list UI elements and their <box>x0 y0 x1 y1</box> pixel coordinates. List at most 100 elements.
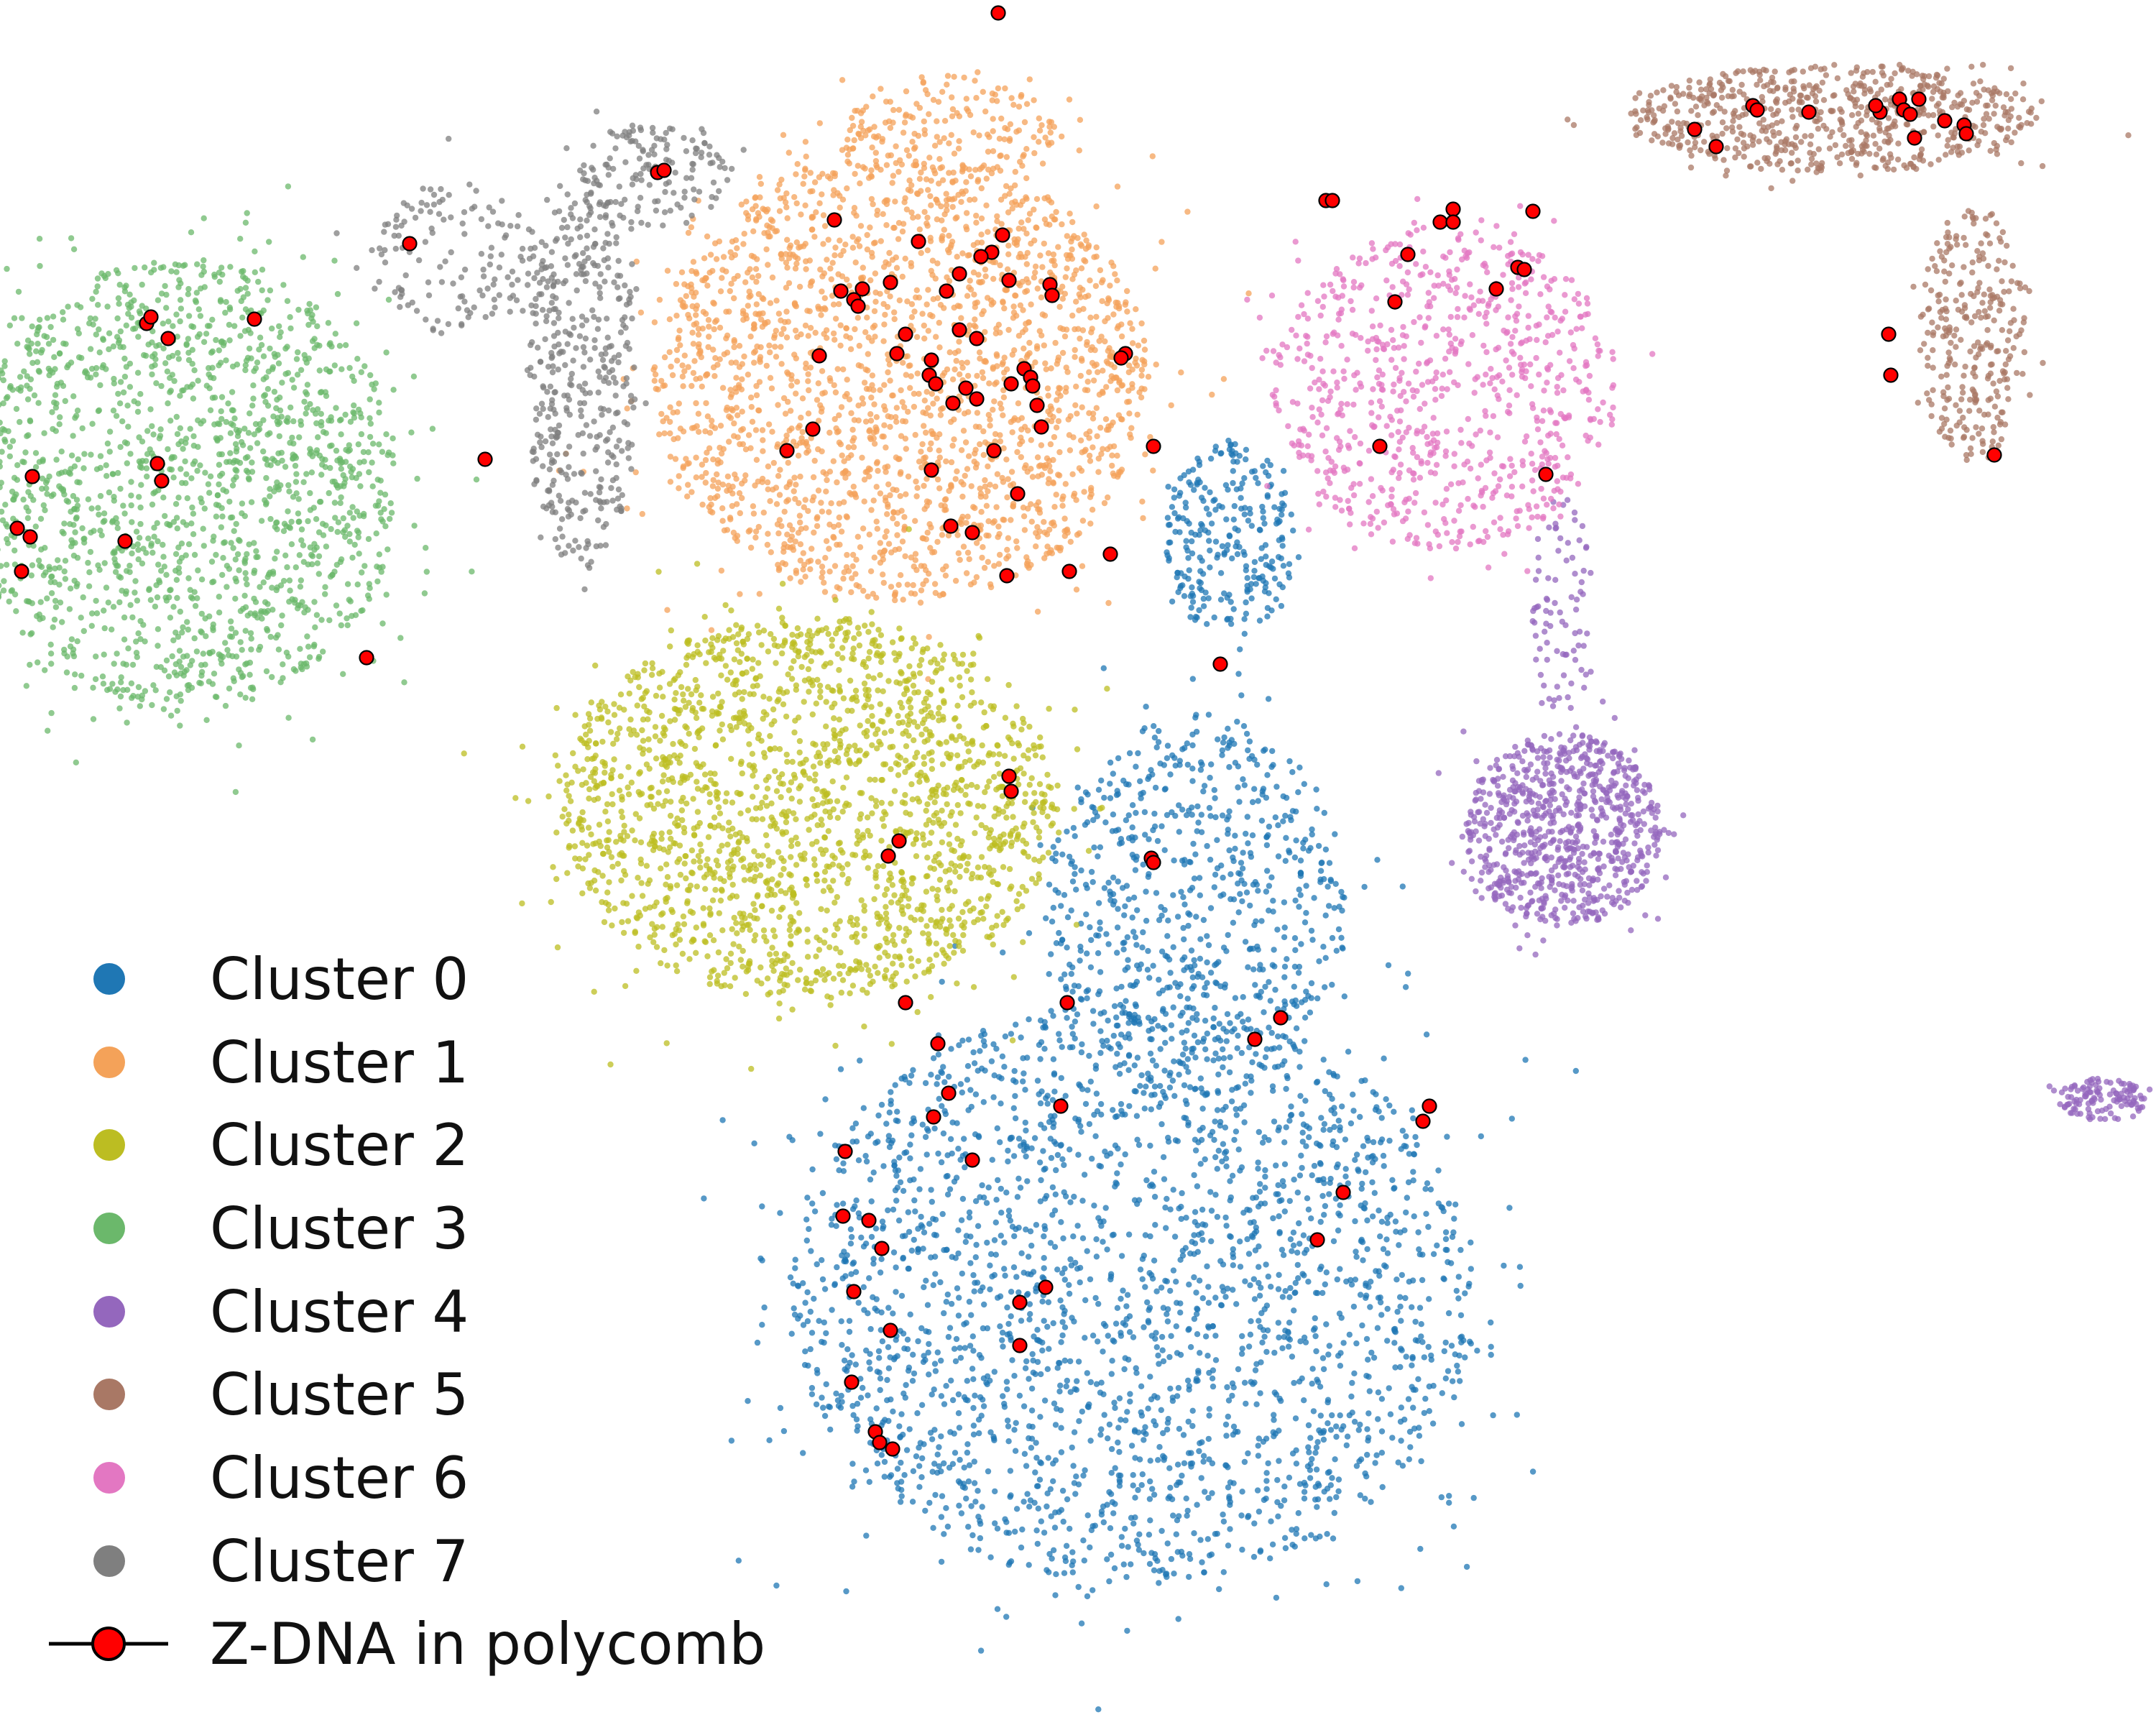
cluster-0-point <box>1321 1212 1327 1218</box>
cluster-0-point <box>1002 1272 1008 1279</box>
cluster-1-point <box>1023 261 1031 267</box>
cluster-0-point <box>1138 1482 1145 1489</box>
cluster-0-point <box>1168 1555 1175 1563</box>
cluster-1-point <box>829 293 836 299</box>
cluster-0-point <box>1256 1508 1263 1515</box>
cluster-0-point <box>1235 1084 1242 1090</box>
cluster-0-point <box>1007 1218 1014 1224</box>
cluster-0-point <box>1069 1024 1075 1030</box>
cluster-0-point <box>1227 871 1234 878</box>
cluster-0-point <box>848 1233 855 1241</box>
cluster-0-point <box>1488 1351 1494 1358</box>
cluster-0-point <box>1317 1412 1325 1419</box>
cluster-1-point <box>921 165 928 171</box>
cluster-0-point <box>1220 1518 1227 1525</box>
cluster-0-point <box>1488 1343 1494 1351</box>
cluster-0-point <box>1189 590 1196 597</box>
cluster-1-point <box>1105 426 1112 433</box>
cluster-1-point <box>695 331 702 338</box>
cluster-0-point <box>1186 807 1192 814</box>
cluster-0-point <box>1238 692 1245 699</box>
cluster-0-point <box>867 1176 874 1183</box>
cluster-1-point <box>851 205 858 211</box>
cluster-0-point <box>1052 1592 1059 1598</box>
cluster-0-point <box>1312 1450 1319 1456</box>
cluster-0-point <box>1208 1238 1215 1245</box>
cluster-0-point <box>1189 1460 1196 1467</box>
cluster-1-point <box>1023 462 1029 469</box>
cluster-1-point <box>731 344 737 351</box>
cluster-0-point <box>1299 1164 1305 1172</box>
cluster-0-point <box>1070 1233 1077 1240</box>
cluster-1-point <box>943 458 949 465</box>
cluster-0-point <box>1395 1459 1401 1466</box>
cluster-0-point <box>1490 1412 1496 1419</box>
cluster-1-point <box>757 180 765 187</box>
cluster-1-point <box>936 344 943 351</box>
cluster-0-point <box>1156 1444 1163 1450</box>
cluster-0-point <box>894 1480 900 1486</box>
cluster-0-point <box>1283 1085 1289 1092</box>
cluster-1-point <box>786 522 793 528</box>
cluster-0-point <box>1089 804 1095 811</box>
cluster-1-point <box>972 167 979 173</box>
cluster-0-point <box>1118 1534 1125 1540</box>
cluster-0-point <box>1353 1254 1360 1260</box>
cluster-0-point <box>1377 1294 1383 1301</box>
cluster-1-point <box>911 308 918 315</box>
cluster-0-point <box>1265 1460 1271 1467</box>
cluster-1-point <box>857 223 865 229</box>
cluster-0-point <box>1340 945 1346 952</box>
cluster-0-point <box>1115 1439 1121 1446</box>
cluster-0-point <box>1308 1532 1314 1538</box>
cluster-1-point <box>836 514 843 521</box>
cluster-0-point <box>873 1296 880 1302</box>
cluster-0-point <box>1151 734 1158 741</box>
cluster-0-point <box>1184 1512 1190 1519</box>
cluster-1-point <box>651 377 658 384</box>
cluster-0-point <box>1250 574 1258 581</box>
cluster-0-point <box>1010 1077 1017 1084</box>
cluster-0-point <box>1258 918 1265 924</box>
cluster-0-point <box>1299 1110 1305 1118</box>
cluster-0-point <box>831 1142 839 1149</box>
cluster-0-point <box>1153 744 1160 751</box>
cluster-0-point <box>1255 1443 1261 1449</box>
cluster-0-point <box>1385 962 1392 969</box>
cluster-0-point <box>1279 1345 1286 1352</box>
cluster-0-point <box>1181 1082 1188 1089</box>
cluster-0-point <box>1291 983 1298 990</box>
cluster-1-point <box>673 313 680 319</box>
cluster-1-point <box>957 556 963 564</box>
cluster-0-point <box>1310 1327 1317 1333</box>
cluster-0-point <box>1003 1379 1010 1385</box>
cluster-0-point <box>1134 1054 1141 1061</box>
cluster-1-point <box>792 538 799 545</box>
cluster-0-point <box>1067 1146 1073 1153</box>
cluster-0-point <box>1256 575 1262 581</box>
cluster-1-point <box>681 368 688 374</box>
cluster-0-point <box>1145 873 1152 880</box>
cluster-0-point <box>1202 1333 1210 1340</box>
cluster-0-point <box>1113 1181 1120 1187</box>
cluster-0-point <box>1141 1550 1147 1557</box>
cluster-0-point <box>990 1433 997 1440</box>
cluster-1-point <box>765 421 773 428</box>
cluster-0-point <box>935 1052 942 1058</box>
cluster-0-point <box>1095 950 1102 957</box>
cluster-0-point <box>1000 1393 1006 1399</box>
cluster-0-point <box>1132 867 1139 873</box>
cluster-0-point <box>1397 1363 1404 1371</box>
cluster-0-point <box>1253 1051 1259 1057</box>
cluster-0-point <box>1002 1033 1009 1040</box>
cluster-1-point <box>685 311 691 318</box>
cluster-0-point <box>956 1294 962 1301</box>
cluster-0-point <box>1189 676 1197 682</box>
cluster-0-point <box>1192 1147 1199 1154</box>
cluster-1-point <box>673 280 680 288</box>
cluster-0-point <box>1397 1418 1404 1425</box>
cluster-0-point <box>990 1041 997 1048</box>
cluster-0-point <box>1191 487 1197 493</box>
cluster-0-point <box>1018 1544 1025 1551</box>
cluster-0-points <box>701 437 1579 1713</box>
